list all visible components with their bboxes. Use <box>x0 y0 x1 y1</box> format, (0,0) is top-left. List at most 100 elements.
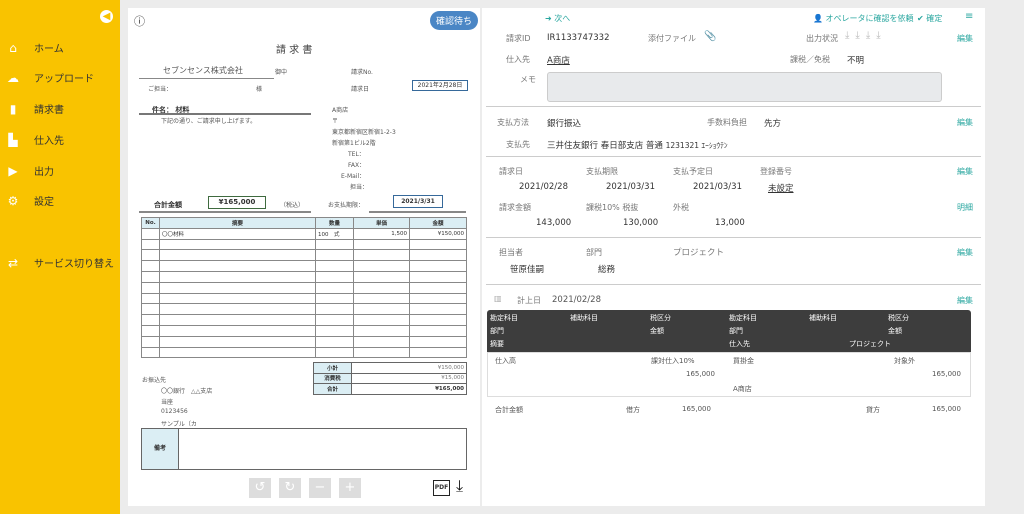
edit-link[interactable]: 編集 <box>957 34 973 43</box>
export-icon: ▶ <box>8 163 18 178</box>
payee: 三井住友銀行 春日部支店 普通 1231321 ｴｰｼｮｳﾃﾝ <box>547 139 728 151</box>
due-label: お支払期限： <box>328 202 365 209</box>
col-header: 摘要 <box>159 217 316 229</box>
sidebar-item-switch-service[interactable]: ⇄ サービス切り替え <box>6 255 114 271</box>
registration-label: 登録番号 <box>760 167 792 176</box>
memo-label: メモ <box>520 75 536 84</box>
supplier-link[interactable]: A商店 <box>547 56 570 66</box>
edit-link[interactable]: 編集 <box>957 167 973 176</box>
col-header: 補助科目 <box>570 314 598 322</box>
table-row: 〇〇材料 100 式 1,500 ¥150,000 <box>141 227 467 240</box>
issuer-email: E-Mail： <box>341 173 366 180</box>
payee-label: 支払先 <box>506 140 530 149</box>
table-row <box>141 249 467 262</box>
issuer-address: 東京都新宿区新宿1-2-3 <box>332 129 396 136</box>
total-label: 合計金額 <box>154 201 182 209</box>
grand-total: ¥165,000 <box>351 383 467 395</box>
next-link[interactable]: ➜ 次へ <box>545 14 571 23</box>
payment-method-label: 支払方法 <box>497 118 529 127</box>
payment-method: 銀行振込 <box>547 119 582 129</box>
request-operator-label: オペレータに確認を依頼 <box>825 14 914 23</box>
fee: 先方 <box>764 119 782 129</box>
invoice-date-label: 請求日 <box>351 86 370 93</box>
due-date: 2021/3/31 <box>393 195 443 208</box>
table-row <box>141 303 467 316</box>
divider <box>139 113 311 115</box>
redo-button[interactable]: ↻ <box>279 478 301 498</box>
tax-note: （税込） <box>280 202 305 209</box>
confirm-label: 確定 <box>926 14 943 23</box>
zoom-in-button[interactable]: + <box>339 478 361 498</box>
pdf-icon[interactable]: PDF <box>433 480 450 496</box>
edit-link[interactable]: 編集 <box>957 118 973 127</box>
home-icon: ⌂ <box>9 40 17 55</box>
col-header: 税区分 <box>650 314 671 322</box>
tax-type-label: 課税／免税 <box>790 55 830 64</box>
issuer-postal: 〒 <box>332 118 339 125</box>
account-no: 0123456 <box>161 408 188 415</box>
col-header: 金額 <box>888 327 902 335</box>
staff: 笹原佳嗣 <box>510 265 545 275</box>
sidebar-item-label: ホーム <box>34 44 64 55</box>
totals-label: 合計金額 <box>495 406 523 414</box>
credit-tax: 対象外 <box>894 357 915 365</box>
col-header: 数量 <box>315 217 354 229</box>
edit-link[interactable]: 編集 <box>957 296 973 305</box>
credit-account: 買掛金 <box>733 357 754 365</box>
tax-label: 消費税 <box>313 372 352 384</box>
subtotal-label: 小計 <box>313 362 352 374</box>
col-header: 部門 <box>729 327 743 335</box>
details-link[interactable]: 明細 <box>957 203 973 212</box>
divider <box>369 211 466 213</box>
subtotal: ¥150,000 <box>351 362 467 374</box>
sidebar-item-settings[interactable]: ⚙ 設定 <box>6 193 54 209</box>
recipient-suffix: 御中 <box>275 69 288 76</box>
due-label: 支払期限 <box>586 167 618 176</box>
table-row <box>141 270 467 283</box>
journal-row[interactable]: 仕入高 課対仕入10% 165,000 買掛金 対象外 165,000 A商店 <box>487 352 971 397</box>
col-header: 単価 <box>353 217 410 229</box>
issuer-address2: 新宿第1ビル2階 <box>332 140 376 147</box>
col-header: No. <box>141 217 160 229</box>
sidebar-item-suppliers[interactable]: ▙ 仕入先 <box>6 132 64 148</box>
sidebar-item-home[interactable]: ⌂ ホーム <box>6 40 64 56</box>
project-label: プロジェクト <box>673 248 725 258</box>
invoice-id-label: 請求ID <box>506 34 531 43</box>
memo-input[interactable] <box>547 72 942 102</box>
divider <box>139 211 311 213</box>
info-icon[interactable]: ⓘ <box>134 15 145 28</box>
issuer-tel: TEL： <box>348 151 365 158</box>
zoom-out-button[interactable]: − <box>309 478 331 498</box>
sidebar-item-invoices[interactable]: ▮ 請求書 <box>6 101 64 117</box>
sidebar-item-label: アップロード <box>34 74 94 85</box>
download-icon[interactable]: ⤓ <box>456 476 464 495</box>
issuer-person: 担当： <box>350 184 369 191</box>
divider <box>139 78 274 79</box>
menu-icon[interactable]: ≡ <box>965 11 974 22</box>
collapse-sidebar-icon[interactable]: ◀ <box>100 10 113 23</box>
tax: ¥15,000 <box>351 372 467 384</box>
undo-button[interactable]: ↺ <box>249 478 271 498</box>
table-row <box>141 324 467 337</box>
dept-label: 部門 <box>586 248 602 257</box>
debit-account: 仕入高 <box>495 357 516 365</box>
edit-link[interactable]: 編集 <box>957 248 973 257</box>
building-icon: ▙ <box>8 132 18 147</box>
supplier-label: 仕入先 <box>506 55 530 64</box>
sidebar-item-label: 仕入先 <box>34 136 64 147</box>
registration-link[interactable]: 未設定 <box>768 184 794 194</box>
debit-label: 借方 <box>626 406 640 414</box>
confirm-button[interactable]: ✔ 確定 <box>917 14 943 23</box>
table-row <box>141 346 467 359</box>
col-header: 勘定科目 <box>490 314 518 322</box>
bank-name: 〇〇銀行 △△支店 <box>161 388 213 395</box>
divider <box>486 156 981 157</box>
posting-date-label: 計上日 <box>517 296 541 305</box>
sidebar-item-output[interactable]: ▶ 出力 <box>6 163 54 179</box>
sidebar-item-upload[interactable]: ☁ アップロード <box>6 70 94 86</box>
line-items-table: No. 摘要 数量 単価 金額 〇〇材料 100 式 1,500 ¥150,000 <box>141 217 467 359</box>
request-operator-button[interactable]: 👤 オペレータに確認を依頼 <box>813 14 914 23</box>
invoice-no-label: 請求No. <box>351 69 373 76</box>
paperclip-icon[interactable]: 📎 <box>704 31 717 42</box>
document-icon: ▮ <box>9 101 17 116</box>
